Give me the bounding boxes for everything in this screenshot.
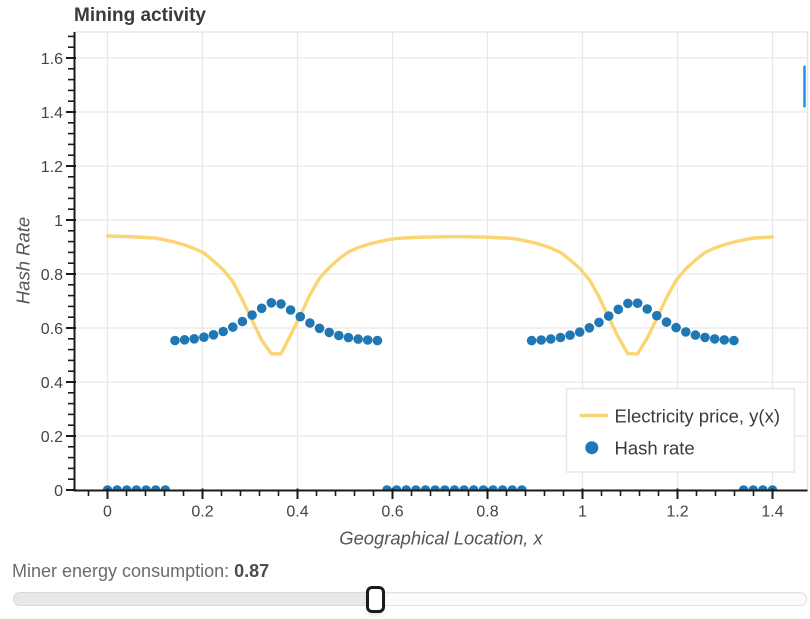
svg-text:Mining activity: Mining activity — [74, 5, 206, 26]
svg-text:0: 0 — [103, 504, 112, 521]
svg-text:0.4: 0.4 — [286, 504, 308, 521]
svg-text:0.4: 0.4 — [41, 375, 63, 392]
svg-text:1: 1 — [54, 213, 63, 230]
svg-text:Hash rate: Hash rate — [615, 438, 695, 459]
svg-text:1.4: 1.4 — [761, 504, 783, 521]
svg-text:0: 0 — [54, 483, 63, 500]
svg-text:0.8: 0.8 — [476, 504, 498, 521]
svg-text:0.6: 0.6 — [381, 504, 403, 521]
svg-text:1.2: 1.2 — [41, 159, 63, 176]
svg-text:0.2: 0.2 — [41, 429, 63, 446]
svg-text:1.2: 1.2 — [666, 504, 688, 521]
svg-text:0.8: 0.8 — [41, 267, 63, 284]
svg-text:Hash Rate: Hash Rate — [13, 217, 34, 304]
svg-text:1.4: 1.4 — [41, 105, 63, 122]
svg-text:1: 1 — [578, 504, 587, 521]
svg-text:0.6: 0.6 — [41, 321, 63, 338]
svg-text:1.6: 1.6 — [41, 51, 63, 68]
svg-text:Geographical Location, x: Geographical Location, x — [339, 528, 543, 549]
svg-text:0.2: 0.2 — [191, 504, 213, 521]
svg-text:Electricity price, y(x): Electricity price, y(x) — [615, 406, 781, 427]
